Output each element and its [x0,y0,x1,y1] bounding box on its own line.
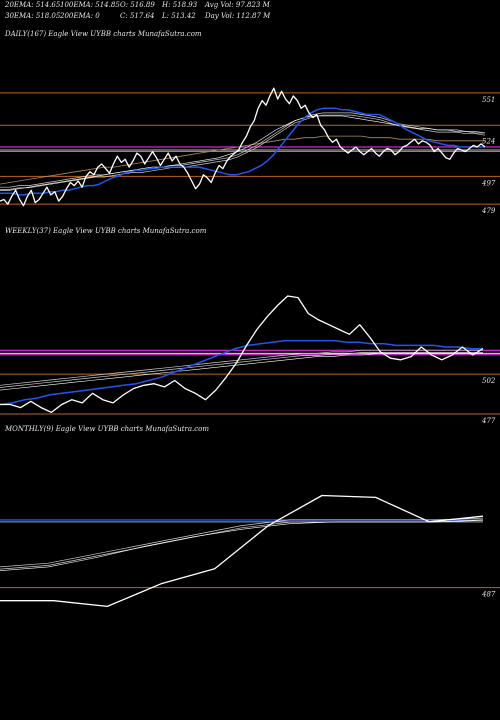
monthly-tick-487: 487 [481,591,496,599]
stat-ema100: 100EMA: 514.85 [60,1,120,9]
weekly-tick-477: 477 [481,417,496,425]
stat-ema30: 30EMA: 518.05 [5,12,61,20]
stat-high: H: 518.93 [162,1,198,9]
weekly-ema-slow-line [0,349,483,386]
stat-avg-vol: Avg Vol: 97.823 M [205,1,270,9]
daily-tick-524: 524 [482,138,495,146]
stat-day-vol: Day Vol: 112.87 M [205,12,271,20]
weekly-panel-title: WEEKLY(37) Eagle View UYBB charts Munafa… [5,227,207,235]
weekly-tick-502: 502 [482,377,496,385]
daily-price-line [0,87,486,207]
stat-ema20: 20EMA: 514.65 [5,1,61,9]
weekly-ema-slow-line-inner [0,352,483,388]
daily-panel-title: DAILY(167) Eagle View UYBB charts Munafa… [5,30,202,38]
daily-ema-slow-line [0,112,486,188]
daily-ema-tan-line [0,135,485,185]
stat-low: L: 513.42 [162,12,196,20]
monthly-ema-slow-line [0,517,484,568]
weekly-price-line [0,295,484,414]
stat-close: C: 517.64 [120,12,155,20]
daily-ema-slow-line-inner [0,114,486,190]
daily-tick-479: 479 [481,207,496,215]
stat-open: O: 516.89 [120,1,155,9]
weekly-ema-fast-line [0,339,483,406]
daily-tick-551: 551 [482,96,495,104]
monthly-ema-slow-line-inner [0,519,484,570]
daily-ema-fast-line [0,107,485,196]
daily-tick-497: 497 [481,179,496,187]
daily-ema-slow2-line [0,115,485,191]
monthly-ema-slow2-line [0,519,484,571]
monthly-panel-title: MONTHLY(9) Eagle View UYBB charts Munafa… [5,425,210,433]
monthly-price-line [0,494,484,608]
weekly-ema-slow2-line [0,353,483,391]
stat-ema200: 200EMA: 0 [60,12,100,20]
